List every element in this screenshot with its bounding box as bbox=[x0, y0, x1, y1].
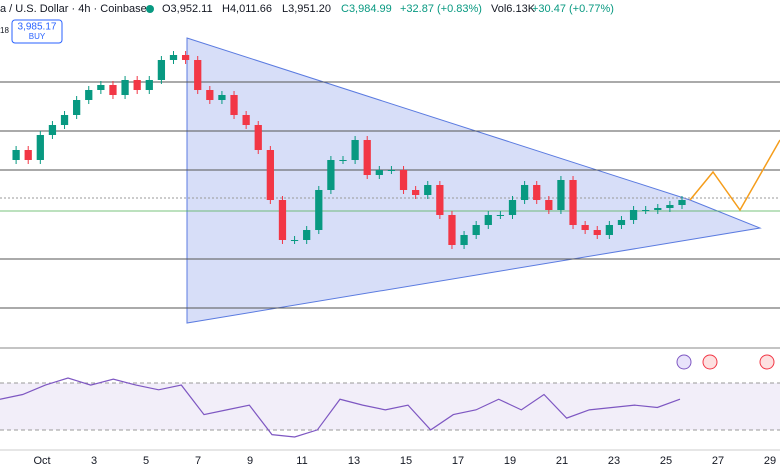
rsi-band bbox=[0, 383, 780, 430]
candle-body bbox=[496, 215, 505, 216]
candle-body bbox=[315, 190, 323, 230]
candle-body bbox=[206, 90, 214, 100]
candle-body bbox=[375, 170, 383, 175]
candle-body bbox=[121, 80, 129, 95]
candle-body bbox=[412, 190, 420, 195]
candle-body bbox=[36, 135, 44, 160]
candle-body bbox=[145, 80, 153, 90]
candle-body bbox=[654, 208, 662, 210]
candle-body bbox=[387, 170, 396, 171]
candle-body bbox=[617, 220, 626, 225]
event-icon[interactable] bbox=[676, 354, 692, 370]
x-tick-label: 17 bbox=[452, 455, 464, 467]
candle-body bbox=[472, 225, 480, 235]
candle-body bbox=[508, 200, 517, 215]
candle-body bbox=[266, 150, 274, 200]
candle-body bbox=[460, 235, 468, 245]
candle-body bbox=[678, 200, 686, 205]
high: H4,011.66 bbox=[222, 3, 272, 15]
candle-body bbox=[230, 95, 238, 115]
candle-body bbox=[133, 80, 141, 90]
candle-body bbox=[109, 85, 117, 95]
candle-body bbox=[181, 55, 190, 60]
x-tick-label: Oct bbox=[33, 455, 50, 467]
candle-body bbox=[605, 225, 613, 235]
candle-body bbox=[24, 150, 32, 160]
candle-body bbox=[157, 60, 166, 80]
rsi-line bbox=[0, 377, 681, 438]
candle-body bbox=[48, 125, 57, 135]
symbol: a / U.S. Dollar · 4h · Coinbase bbox=[0, 3, 147, 15]
change: +32.87 (+0.83%) bbox=[400, 3, 482, 15]
candle-body bbox=[12, 150, 20, 160]
candle-body bbox=[242, 115, 250, 125]
candle-body bbox=[194, 60, 202, 90]
candle-body bbox=[303, 230, 311, 240]
candle-body bbox=[436, 185, 444, 215]
buy-label: BUY bbox=[29, 32, 46, 41]
candle-body bbox=[351, 140, 359, 160]
candle-body bbox=[557, 180, 565, 210]
candle-body bbox=[593, 230, 601, 235]
flag-icon[interactable] bbox=[759, 354, 775, 370]
candle-body bbox=[533, 185, 541, 200]
candle-body bbox=[218, 95, 226, 100]
candle-body bbox=[339, 160, 347, 161]
candle-body bbox=[85, 90, 93, 100]
candle-body bbox=[666, 205, 674, 208]
open: O3,952.11 bbox=[162, 3, 213, 15]
status-dot bbox=[146, 5, 154, 13]
candle-body bbox=[629, 210, 638, 220]
candle-body bbox=[545, 200, 553, 210]
candle-body bbox=[73, 100, 81, 115]
x-tick-label: 7 bbox=[195, 455, 201, 467]
candle-body bbox=[424, 185, 432, 195]
candle-body bbox=[581, 225, 589, 230]
buy-price: 3,985.17 bbox=[18, 22, 57, 33]
candle-body bbox=[363, 140, 371, 175]
x-tick-label: 29 bbox=[764, 455, 776, 467]
candle-body bbox=[169, 55, 178, 60]
candle-body bbox=[290, 240, 299, 241]
low: L3,951.20 bbox=[282, 3, 331, 15]
side-label: 18 bbox=[0, 26, 9, 35]
candle-body bbox=[484, 215, 492, 225]
candle-body bbox=[520, 185, 529, 200]
flag-icon[interactable] bbox=[702, 354, 718, 370]
triangle-pattern bbox=[186, 37, 762, 324]
x-tick-label: 19 bbox=[504, 455, 516, 467]
volume: Vol6.13K bbox=[491, 3, 536, 15]
candle-body bbox=[569, 180, 577, 225]
volume-change: +30.47 (+0.77%) bbox=[532, 3, 614, 15]
candle-body bbox=[60, 115, 69, 125]
x-tick-label: 25 bbox=[660, 455, 672, 467]
x-tick-label: 11 bbox=[296, 455, 307, 467]
candle-body bbox=[399, 170, 408, 190]
candle-body bbox=[327, 160, 335, 190]
candle-body bbox=[254, 125, 262, 150]
candle-body bbox=[97, 85, 105, 90]
x-tick-label: 5 bbox=[143, 455, 149, 467]
x-tick-label: 21 bbox=[556, 455, 568, 467]
projection bbox=[689, 139, 780, 212]
candle-body bbox=[278, 200, 287, 240]
x-tick-label: 15 bbox=[400, 455, 412, 467]
level-lines bbox=[0, 81, 780, 309]
x-tick-label: 9 bbox=[247, 455, 253, 467]
x-tick-label: 13 bbox=[348, 455, 360, 467]
close: C3,984.99 bbox=[341, 3, 392, 15]
candle-body bbox=[642, 210, 650, 211]
candle-body bbox=[448, 215, 456, 245]
x-tick-label: 3 bbox=[91, 455, 97, 467]
x-tick-label: 27 bbox=[712, 455, 724, 467]
x-tick-label: 23 bbox=[608, 455, 620, 467]
buy-button[interactable] bbox=[11, 19, 63, 44]
